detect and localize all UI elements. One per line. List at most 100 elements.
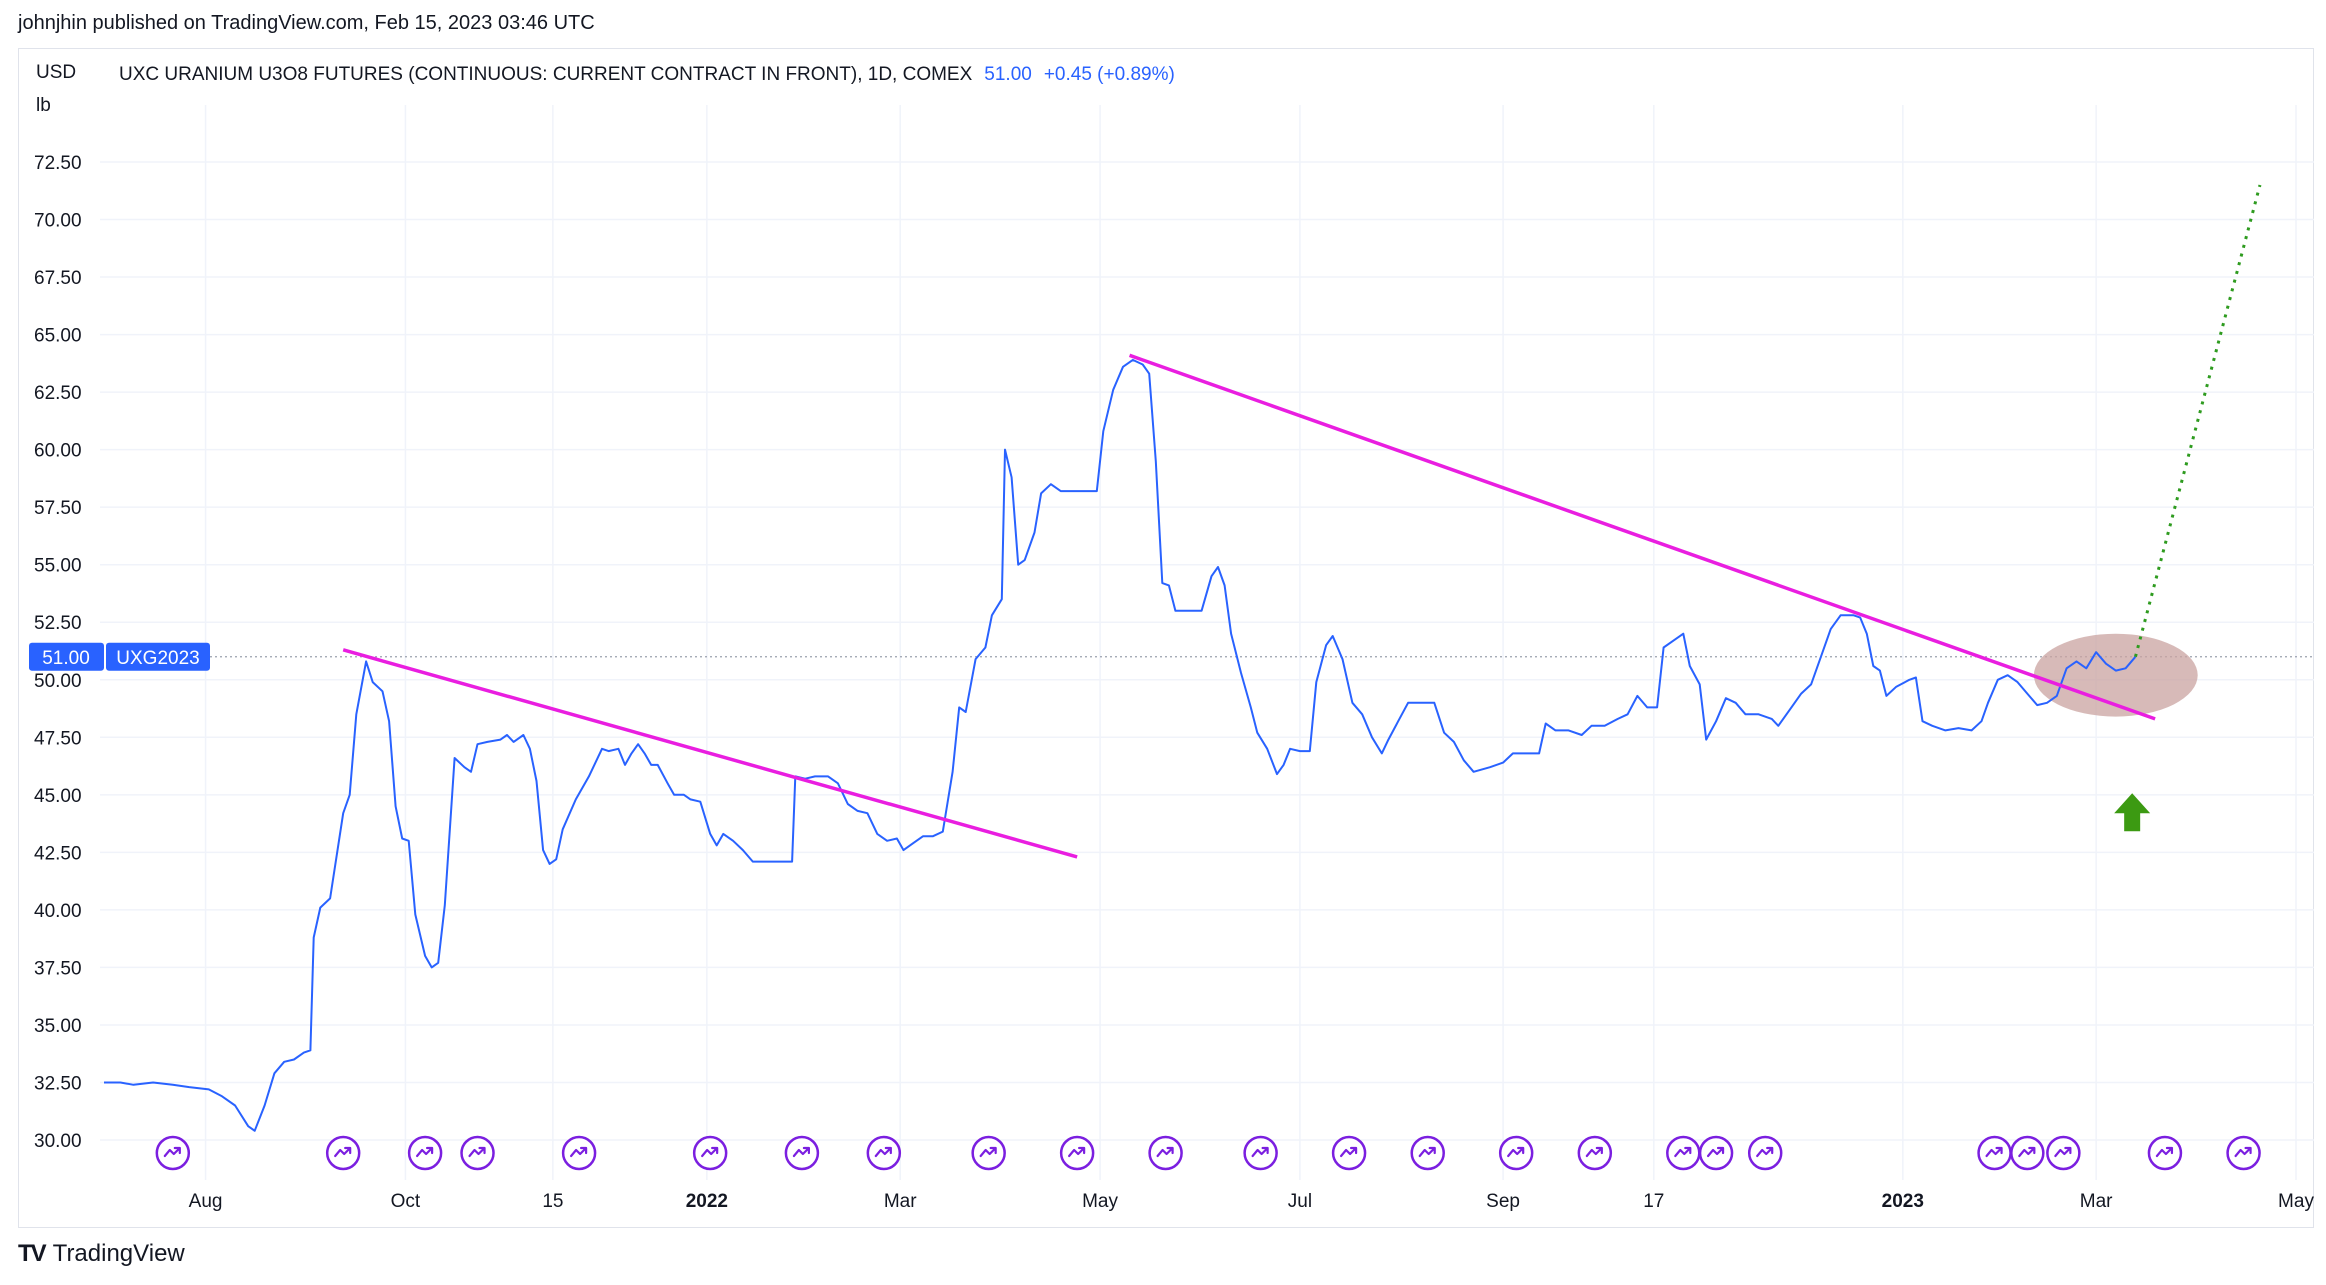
event-marker-glyph [1507,1146,1525,1158]
currency-label: USD [36,62,76,83]
y-tick-label: 32.50 [34,1073,82,1094]
x-tick-label: Aug [189,1191,223,1212]
price-tag-symbol-bg [106,642,210,671]
y-tick-label: 35.00 [34,1016,82,1037]
event-marker-glyph [1985,1146,2003,1158]
event-marker-icon[interactable] [2046,1135,2081,1171]
event-marker-icon[interactable] [325,1135,361,1171]
event-marker-icon[interactable] [1148,1135,1183,1171]
x-tick-label: Oct [391,1191,421,1212]
event-marker-icon[interactable] [1666,1135,1701,1171]
trendline [342,648,1078,859]
tradingview-logo-icon: TV [18,1240,47,1267]
event-marker-icon[interactable] [407,1135,443,1171]
event-marker-icon[interactable] [561,1135,597,1171]
y-tick-label: 45.00 [34,786,82,807]
publish-caption: johnjhin published on TradingView.com, F… [18,12,595,34]
y-tick-label: 37.50 [34,958,82,979]
event-marker-icon[interactable] [2147,1135,2183,1171]
event-marker-icon[interactable] [460,1135,495,1171]
event-marker-glyph [1156,1146,1174,1158]
event-marker-glyph [1706,1146,1725,1158]
y-tick-label: 42.50 [34,843,82,864]
event-marker-glyph [979,1146,997,1158]
projection [2133,184,2262,658]
event-marker-icon[interactable] [1059,1135,1095,1171]
event-marker-icon[interactable] [692,1135,728,1171]
x-tick-label: Mar [2080,1191,2113,1212]
projection-line [2133,184,2262,658]
price-series [104,358,2137,1132]
y-tick-label: 72.50 [34,153,82,174]
y-tick-label: 65.00 [34,326,82,347]
event-marker-glyph [874,1146,892,1158]
x-tick-label: Mar [884,1191,917,1212]
event-marker-icon[interactable] [1747,1135,1783,1171]
grid [100,105,2314,1180]
event-marker-glyph [1418,1146,1436,1158]
y-tick-label: 50.00 [34,671,82,692]
event-marker-glyph [792,1146,811,1158]
chart-legend: UXC URANIUM U3O8 FUTURES (CONTINUOUS: CU… [119,64,1175,85]
highlight-ellipse [2033,633,2198,717]
event-marker-glyph [416,1146,434,1158]
event-marker-icon[interactable] [1698,1135,1734,1171]
series-line [104,358,2137,1132]
trendlines [342,353,2156,859]
price-change: +0.45 (+0.89%) [1044,64,1175,85]
event-marker-icon[interactable] [1331,1135,1367,1171]
price-tag-symbol: UXG2023 [116,648,199,669]
y-tick-label: 60.00 [34,441,82,462]
event-marker-icon[interactable] [971,1135,1006,1171]
event-marker-glyph [1674,1146,1692,1158]
x-tick-label: 15 [542,1191,563,1212]
x-axis: Aug Oct 15 2022 Mar May Jul Sep 17 2023 Mar May [189,1191,2315,1212]
symbol-title: UXC URANIUM U3O8 FUTURES (CONTINUOUS: CU… [119,64,973,85]
y-tick-label: 47.50 [34,728,82,749]
brand-name: TradingView [52,1240,185,1267]
event-marker-glyph [701,1146,719,1158]
y-axis: 30.00 32.50 35.00 37.50 40.00 42.50 45.00 47.50… [34,153,82,1152]
up-arrow [2114,793,2151,832]
event-marker-glyph [2234,1146,2252,1158]
event-marker-icon[interactable] [1577,1135,1613,1171]
event-marker-glyph [2018,1146,2036,1158]
event-marker-icon[interactable] [2010,1135,2045,1171]
event-marker-icon[interactable] [155,1135,191,1171]
event-marker-glyph [569,1146,588,1158]
y-tick-label: 67.50 [34,268,82,289]
y-tick-label: 62.50 [34,383,82,404]
trendline [1128,353,2156,721]
footer: TV TradingView [18,1240,185,1268]
x-tick-label: May [2278,1191,2314,1212]
event-marker-glyph [1068,1146,1086,1158]
event-marker-glyph [2054,1146,2072,1158]
event-marker-glyph [1756,1146,1774,1158]
event-marker-icon[interactable] [1498,1135,1534,1171]
event-marker-glyph [334,1146,352,1158]
event-marker-glyph [163,1146,181,1158]
price-tag-value: 51.00 [42,648,90,669]
unit-label: lb [36,95,51,116]
y-tick-label: 40.00 [34,901,82,922]
event-marker-icon[interactable] [1977,1135,2012,1171]
y-tick-label: 52.50 [34,613,82,634]
price-tag-value-bg [29,642,104,671]
x-tick-label: 17 [1643,1191,1664,1212]
event-marker-icon[interactable] [784,1135,820,1171]
event-marker-icon[interactable] [866,1135,902,1171]
event-marker-glyph [2155,1146,2174,1158]
event-marker-icon[interactable] [2226,1135,2261,1171]
event-marker-icon[interactable] [1410,1135,1445,1171]
event-markers[interactable] [155,1135,2261,1171]
event-marker-glyph [1251,1146,1269,1158]
event-marker-icon[interactable] [1243,1135,1278,1171]
breakout-highlight [2033,633,2198,717]
price-tag: 51.00 UXG2023 [29,642,210,671]
y-tick-label: 57.50 [34,498,82,519]
event-marker-glyph [1339,1146,1358,1158]
event-marker-glyph [1585,1146,1603,1158]
y-tick-label: 70.00 [34,211,82,232]
x-tick-label: 2022 [686,1191,728,1212]
